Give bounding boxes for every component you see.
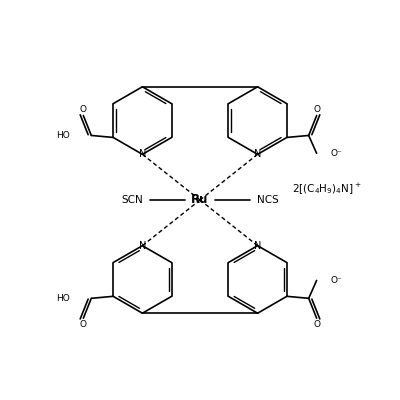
Text: O: O <box>80 320 87 329</box>
Text: Ru: Ru <box>191 194 209 206</box>
Text: O⁻: O⁻ <box>330 149 342 158</box>
Text: HO: HO <box>56 131 70 140</box>
Text: SCN: SCN <box>122 195 143 205</box>
Text: N: N <box>139 241 146 251</box>
Text: 2[(C$_4$H$_9$)$_4$N]$^+$: 2[(C$_4$H$_9$)$_4$N]$^+$ <box>292 181 362 196</box>
Text: O: O <box>313 320 320 329</box>
Text: N: N <box>254 241 261 251</box>
Text: NCS: NCS <box>257 195 278 205</box>
Text: N: N <box>139 149 146 159</box>
Text: N: N <box>254 149 261 159</box>
Text: HO: HO <box>56 294 70 303</box>
Text: O⁻: O⁻ <box>330 276 342 285</box>
Text: O: O <box>80 105 87 114</box>
Text: O: O <box>313 105 320 114</box>
